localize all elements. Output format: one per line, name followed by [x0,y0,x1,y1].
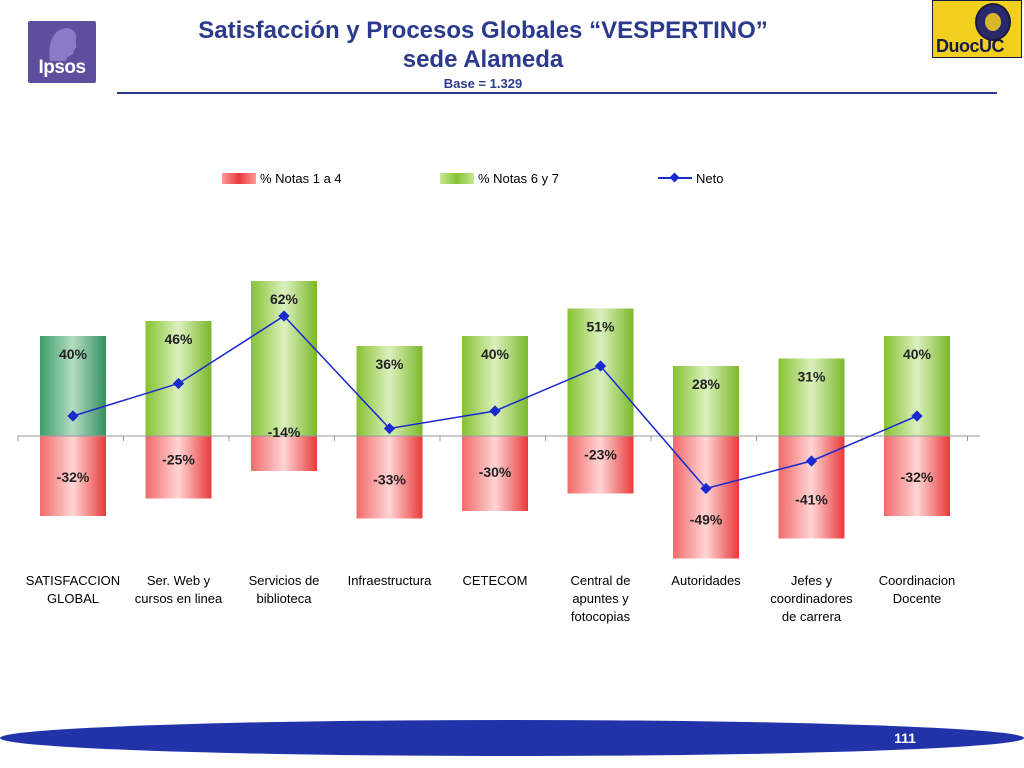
bar-positive [462,336,528,436]
legend-item-negative: % Notas 1 a 4 [222,170,342,186]
bar-positive [356,346,423,436]
bar-negative [884,436,950,516]
data-label-negative: -32% [901,469,934,485]
bar-negative [778,436,845,539]
neto-point [172,377,185,390]
duoc-logo-text: DuocUC [936,36,1005,56]
legend-line-neto [658,172,692,184]
base-label: Base = 1.329 [443,76,523,91]
neto-point [911,410,923,422]
neto-point [489,405,501,417]
duoc-logo: DuocUC [932,0,1022,58]
bar-negative [673,436,739,559]
title-divider [117,92,997,94]
category-label: Infraestructura [347,573,432,588]
data-label-negative: -41% [795,492,828,508]
data-label-positive: 62% [270,291,299,307]
bar-negative [567,436,634,494]
neto-point [383,422,396,435]
bar-positive [673,366,739,436]
legend-swatch-positive [440,172,474,184]
bar-negative [40,436,106,516]
data-label-negative: -25% [162,452,195,468]
data-label-negative: -33% [373,472,406,488]
ipsos-logo-text: Ipsos [38,57,86,78]
data-label-positive: 40% [59,346,88,362]
legend-item-neto: Neto [658,170,723,186]
footer-band [0,720,1024,756]
category-label: CETECOM [462,573,528,588]
data-label-negative: -32% [57,469,90,485]
data-label-positive: 28% [692,376,721,392]
bar-negative [462,436,528,511]
page-subtitle: sede Alameda [402,46,564,73]
legend-swatch-negative [222,172,256,184]
category-label: Ser. Web y cursos en linea [134,573,223,606]
bar-negative [145,436,212,499]
crest-icon [975,3,1011,41]
category-label: Jefes y coordinadores de carrera [770,573,853,624]
neto-point [278,310,290,322]
data-label-positive: 31% [797,369,826,385]
category-label: Central de apuntes y fotocopias [570,573,631,624]
data-label-positive: 51% [586,319,615,335]
category-label: Servicios de biblioteca [248,573,320,606]
legend-item-positive: % Notas 6 y 7 [440,170,559,186]
data-label-negative: -49% [690,512,723,528]
legend-label-positive: % Notas 6 y 7 [478,170,559,186]
data-label-positive: 40% [903,346,932,362]
category-label: SATISFACCION GLOBAL [25,573,121,606]
category-label: Autoridades [671,573,741,588]
legend-label-negative: % Notas 1 a 4 [260,170,342,186]
bar-positive [251,281,317,436]
category-label: Coordinacion Docente [878,573,956,606]
bar-positive [567,308,634,436]
page-title: Satisfacción y Procesos Globales “VESPER… [198,17,768,44]
bar-positive [778,358,845,436]
data-label-negative: -23% [584,447,617,463]
data-label-negative: -14% [268,424,301,440]
data-label-positive: 46% [164,331,193,347]
neto-point [700,482,712,495]
page-number: 111 [894,730,916,746]
bar-negative [356,436,423,519]
neto-point [594,360,607,372]
bar-negative [251,436,317,471]
data-label-positive: 40% [481,346,510,362]
bar-line-chart: 40% -32% 46% -25% 62% -14% 36% -33% 40% -30% 51% -2… [17,281,980,559]
data-label-positive: 36% [375,356,404,372]
ipsos-logo: Ipsos [28,21,96,83]
ipsos-head-icon [49,28,77,61]
data-label-negative: -30% [479,464,512,480]
neto-point [805,455,818,467]
legend-label-neto: Neto [696,170,724,186]
